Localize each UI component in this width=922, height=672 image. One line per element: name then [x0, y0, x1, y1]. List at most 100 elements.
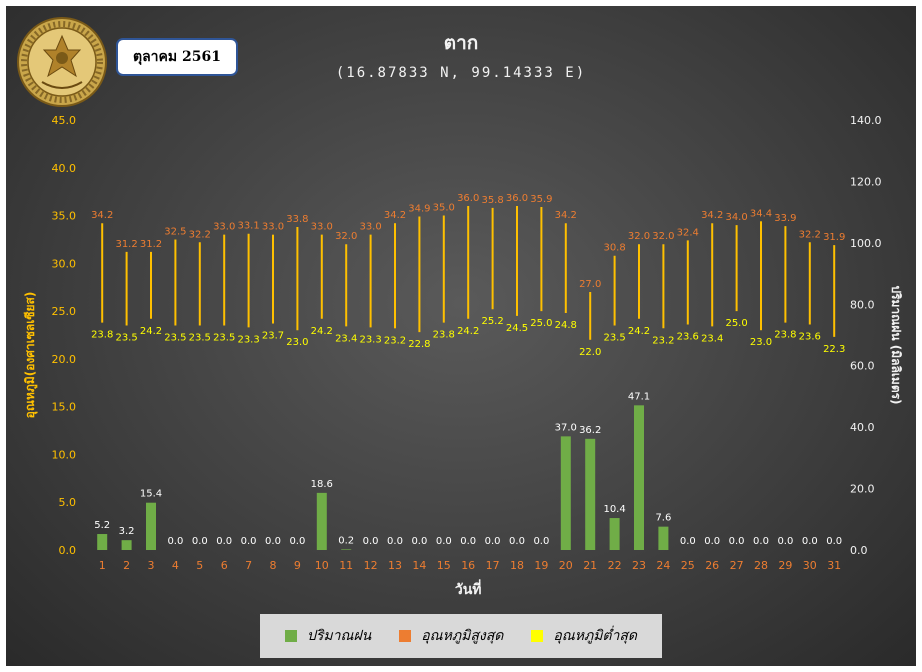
- tmax-data-label: 33.0: [311, 222, 333, 233]
- x-tick-label: 4: [172, 559, 179, 572]
- y-right-tick-label: 0.0: [850, 544, 868, 557]
- x-tick-label: 16: [461, 559, 475, 572]
- station-title: ตาก: [443, 32, 479, 54]
- tmax-data-label: 32.0: [628, 231, 650, 242]
- x-tick-label: 10: [315, 559, 329, 572]
- tmax-data-label: 34.0: [725, 212, 747, 223]
- tmin-data-label: 23.0: [750, 337, 772, 348]
- rain-data-label: 0.0: [777, 536, 793, 547]
- rain-data-label: 0.0: [509, 536, 525, 547]
- tmin-data-label: 23.6: [799, 331, 821, 342]
- y-left-axis-title: อุณหภูมิ(องศาเซลเซียส): [23, 292, 38, 419]
- rain-bar: [634, 405, 644, 550]
- rain-bar: [658, 526, 669, 550]
- rain-data-label: 0.0: [436, 536, 452, 547]
- tmax-data-label: 31.2: [115, 239, 137, 250]
- x-tick-label: 26: [705, 559, 719, 572]
- tmin-data-label: 23.8: [433, 330, 455, 341]
- tmin-data-label: 24.8: [555, 320, 577, 331]
- y-left-tick-label: 5.0: [59, 496, 77, 509]
- tmin-data-label: 23.3: [359, 334, 381, 345]
- tmin-data-label: 24.2: [457, 326, 479, 337]
- x-tick-label: 13: [388, 559, 402, 572]
- rain-data-label: 7.6: [655, 513, 671, 524]
- tmin-data-label: 22.8: [408, 339, 430, 350]
- tmin-data-label: 22.3: [823, 344, 845, 355]
- legend-label-tmin: อุณหภูมิต่ำสุด: [553, 628, 638, 644]
- rain-bar: [609, 518, 620, 550]
- tmax-data-label: 32.0: [335, 231, 357, 242]
- tmax-data-label: 36.0: [457, 193, 479, 204]
- tmax-data-label: 35.9: [530, 194, 552, 205]
- rain-bar: [316, 492, 327, 550]
- tmin-data-label: 25.0: [530, 318, 552, 329]
- tmin-data-label: 23.2: [384, 335, 406, 346]
- rain-data-label: 0.0: [485, 536, 501, 547]
- x-tick-label: 12: [364, 559, 378, 572]
- rain-data-label: 47.1: [628, 391, 650, 402]
- y-right-tick-label: 60.0: [850, 360, 875, 373]
- rain-data-label: 5.2: [94, 520, 110, 531]
- rain-data-label: 0.0: [411, 536, 427, 547]
- x-tick-label: 21: [583, 559, 597, 572]
- rain-data-label: 18.6: [311, 479, 333, 490]
- rain-data-label: 0.0: [826, 536, 842, 547]
- tmax-data-label: 32.0: [652, 231, 674, 242]
- rain-data-label: 0.0: [680, 536, 696, 547]
- x-tick-label: 31: [827, 559, 841, 572]
- tmax-data-label: 34.2: [384, 210, 406, 221]
- rain-data-label: 0.0: [533, 536, 549, 547]
- legend-swatch-rain: [284, 630, 297, 642]
- meteorological-department-logo: [17, 17, 107, 107]
- tmax-data-label: 34.2: [91, 210, 113, 221]
- y-right-tick-label: 120.0: [850, 175, 882, 188]
- tmax-data-label: 34.4: [750, 208, 772, 219]
- x-tick-label: 9: [294, 559, 301, 572]
- y-left-tick-label: 45.0: [52, 114, 77, 127]
- tmin-data-label: 25.2: [481, 316, 503, 327]
- x-tick-label: 11: [339, 559, 353, 572]
- tmin-data-label: 23.3: [237, 334, 259, 345]
- tmin-data-label: 23.8: [91, 330, 113, 341]
- rain-bar: [146, 502, 156, 550]
- tmin-data-label: 23.8: [774, 330, 796, 341]
- y-left-tick-label: 35.0: [52, 210, 77, 223]
- x-tick-label: 20: [559, 559, 573, 572]
- y-right-tick-label: 80.0: [850, 298, 875, 311]
- period-label: ตุลาคม 2561: [133, 49, 221, 65]
- rain-data-label: 3.2: [119, 526, 135, 537]
- y-left-tick-label: 20.0: [52, 353, 77, 366]
- tmax-data-label: 32.2: [189, 229, 211, 240]
- x-tick-label: 3: [148, 559, 155, 572]
- tmin-data-label: 23.5: [189, 332, 211, 343]
- tmin-data-label: 23.6: [677, 331, 699, 342]
- y-left-tick-label: 10.0: [52, 448, 77, 461]
- y-right-tick-label: 140.0: [850, 114, 882, 127]
- rain-data-label: 0.0: [216, 536, 232, 547]
- climate-chart: 0.05.010.015.020.025.030.035.040.045.00.…: [23, 114, 903, 598]
- rain-bar: [97, 534, 108, 550]
- tmin-data-label: 23.2: [652, 335, 674, 346]
- x-tick-label: 1: [99, 559, 106, 572]
- legend: ปริมาณฝน อุณหภูมิสูงสุด อุณหภูมิต่ำสุด: [260, 614, 662, 658]
- x-tick-label: 18: [510, 559, 524, 572]
- rain-data-label: 36.2: [579, 425, 601, 436]
- tmin-data-label: 25.0: [725, 318, 747, 329]
- tmax-data-label: 34.9: [408, 204, 430, 215]
- x-tick-label: 5: [196, 559, 203, 572]
- rain-bar: [560, 436, 571, 550]
- tmin-data-label: 23.5: [115, 332, 137, 343]
- y-left-tick-label: 40.0: [52, 162, 77, 175]
- tmax-data-label: 34.2: [555, 210, 577, 221]
- rain-data-label: 0.2: [338, 535, 354, 546]
- rain-bar: [585, 438, 596, 550]
- tmax-data-label: 31.9: [823, 232, 845, 243]
- tmax-data-label: 32.5: [164, 226, 186, 237]
- y-right-tick-label: 40.0: [850, 421, 875, 434]
- tmin-data-label: 24.5: [506, 323, 528, 334]
- tmin-data-label: 23.5: [164, 332, 186, 343]
- rain-data-label: 0.0: [460, 536, 476, 547]
- x-axis-title: วันที่: [455, 579, 482, 598]
- tmax-data-label: 33.8: [286, 214, 308, 225]
- y-left-tick-label: 0.0: [59, 544, 77, 557]
